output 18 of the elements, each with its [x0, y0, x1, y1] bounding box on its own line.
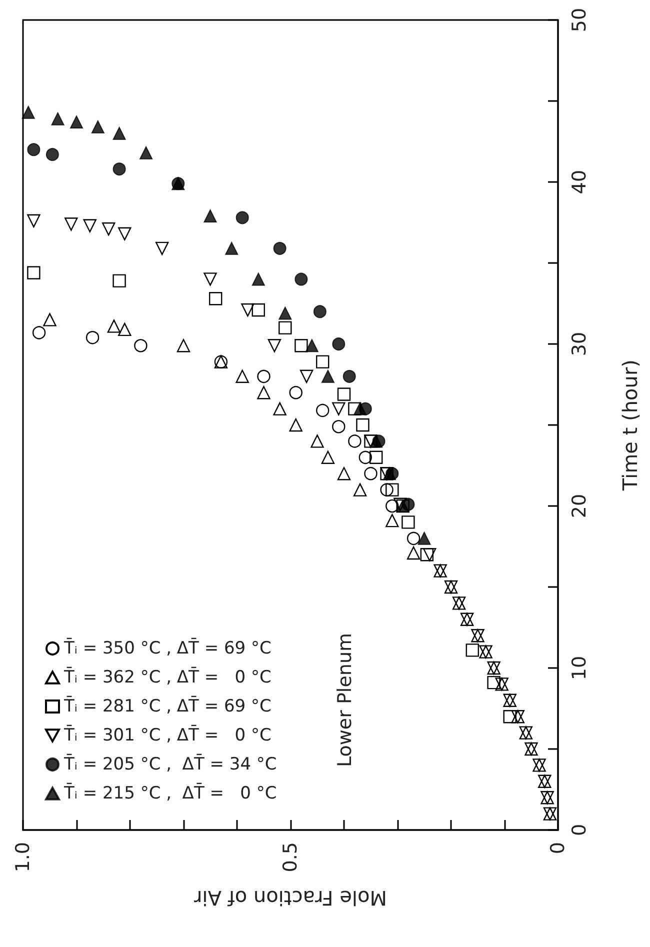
legend-label: T̄ᵢ = 350 °C , ΔT̄ = 69 °C — [63, 637, 272, 658]
x-tick-label: 0.5 — [280, 842, 302, 872]
legend-label: T̄ᵢ = 205 °C , ΔT̄ = 34 °C — [63, 753, 277, 774]
y-tick-label: 50 — [568, 8, 590, 32]
y-tick-label: 10 — [568, 656, 590, 680]
y-tick-label: 40 — [568, 170, 590, 194]
x-tick-label: 1.0 — [12, 842, 34, 872]
y-tick-label: 0 — [568, 824, 590, 836]
legend-label: T̄ᵢ = 215 °C , ΔT̄ = 0 °C — [63, 782, 277, 804]
x-axis-title: Mole Fraction of Air — [193, 886, 387, 910]
y-axis-title: Time t (hour) — [618, 360, 642, 492]
y-tick-label: 20 — [568, 494, 590, 518]
legend-label: T̄ᵢ = 362 °C , ΔT̄ = 0 °C — [63, 666, 272, 688]
x-tick-label: 0 — [547, 842, 569, 854]
annotation: Lower Plenum — [334, 633, 356, 767]
legend-label: T̄ᵢ = 281 °C , ΔT̄ = 69 °C — [63, 695, 272, 716]
y-tick-label: 30 — [568, 332, 590, 356]
legend-label: T̄ᵢ = 301 °C , ΔT̄ = 0 °C — [63, 724, 272, 746]
